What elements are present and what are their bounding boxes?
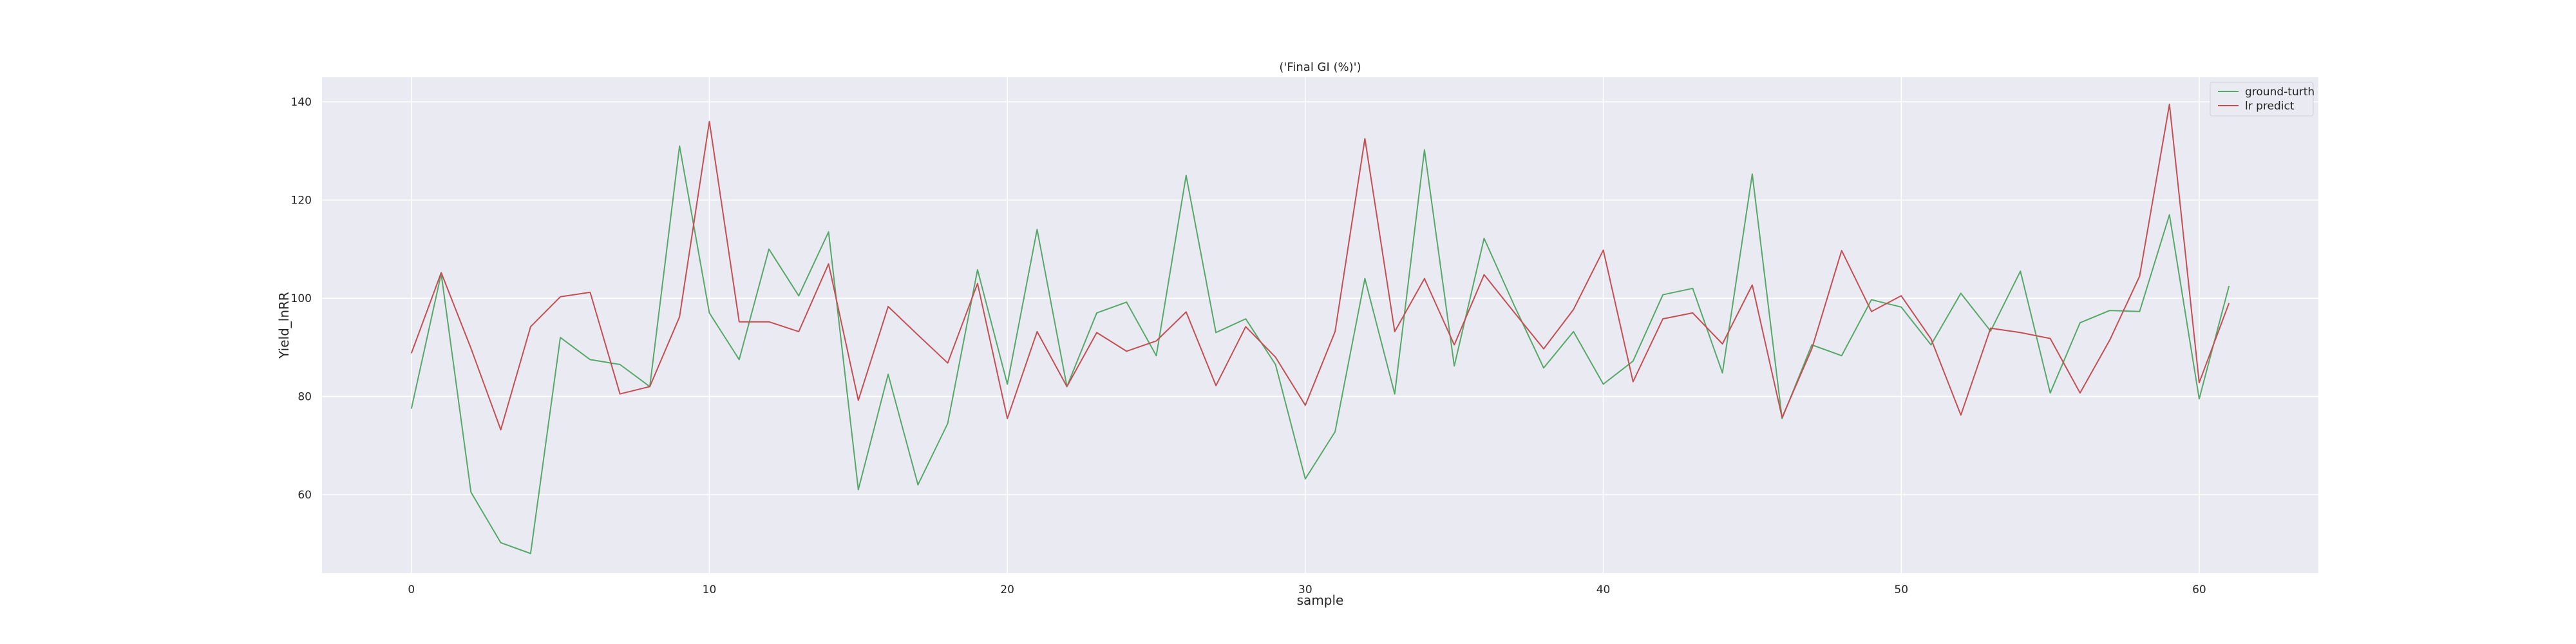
y-tick-label: 60	[298, 489, 312, 502]
legend-label-ground-turth: ground-turth	[2245, 86, 2315, 99]
x-tick-label: 50	[1894, 583, 1908, 596]
legend-label-lr-predict: lr predict	[2245, 100, 2295, 113]
y-tick-label: 120	[291, 194, 312, 207]
plot-background	[322, 77, 2318, 573]
x-tick-label: 60	[2192, 583, 2206, 596]
x-tick-label: 30	[1298, 583, 1312, 596]
y-tick-label: 140	[291, 96, 312, 109]
x-tick-label: 0	[408, 583, 415, 596]
series-line-lr-predict	[410, 103, 2230, 431]
y-axis-label: Yield_lnRR	[276, 292, 292, 359]
chart-title: ('Final GI (%)')	[1279, 61, 1361, 74]
y-tick-label: 80	[298, 391, 312, 404]
x-tick-label: 20	[1000, 583, 1014, 596]
legend: ground-turth lr predict	[2210, 82, 2315, 117]
x-axis-label: sample	[1297, 592, 1344, 608]
grid-lines	[322, 77, 2318, 573]
series-lines	[410, 103, 2230, 554]
y-tick-label: 100	[291, 292, 312, 305]
y-tick-labels: 60 80 100 120 140	[291, 96, 312, 502]
x-tick-label: 40	[1596, 583, 1611, 596]
series-line-ground-turth	[410, 145, 2230, 554]
x-tick-label: 10	[703, 583, 717, 596]
x-tick-labels: 0 10 20 30 40 50 60	[408, 583, 2206, 596]
